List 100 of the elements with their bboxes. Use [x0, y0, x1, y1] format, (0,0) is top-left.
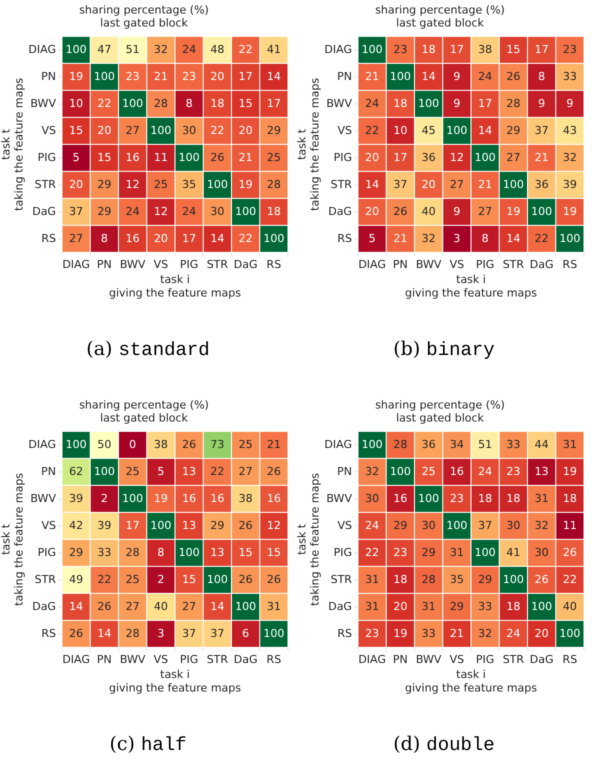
data-label: 12: [126, 178, 140, 191]
x-tick-label: VS: [154, 652, 168, 666]
data-label: 100: [150, 518, 172, 532]
x-tick-label: PN: [96, 258, 112, 271]
data-label: 100: [418, 96, 440, 110]
data-label: 17: [266, 96, 281, 110]
data-label: 14: [478, 124, 492, 137]
data-label: 25: [126, 572, 140, 586]
x-tick-label: STR: [206, 258, 228, 271]
data-label: 43: [562, 124, 577, 137]
data-label: 26: [210, 150, 224, 164]
data-label: 26: [182, 438, 196, 451]
data-label: 29: [97, 178, 112, 191]
data-label: 100: [390, 70, 411, 83]
data-label: 16: [210, 492, 224, 505]
data-label: 37: [210, 626, 224, 640]
x-tick-label: STR: [502, 258, 524, 271]
data-label: 22: [210, 464, 224, 478]
data-label: 12: [154, 204, 168, 218]
data-label: 100: [559, 626, 580, 640]
data-label: 47: [97, 42, 112, 56]
data-label: 32: [154, 42, 168, 56]
y-tick-label: DIAG: [324, 438, 352, 451]
y-tick-label: PIG: [38, 546, 56, 559]
x-axis-title: task i giving the feature maps: [404, 273, 538, 300]
y-tick-label: BWV: [326, 492, 352, 505]
data-label: 15: [506, 42, 520, 56]
x-tick-label: STR: [502, 652, 524, 666]
data-label: 9: [453, 96, 460, 110]
data-label: 41: [266, 42, 281, 56]
data-label: 22: [365, 124, 380, 137]
data-label: 24: [506, 626, 520, 640]
y-tick-label: RS: [337, 626, 352, 640]
data-label: 27: [69, 232, 84, 245]
data-label: 6: [242, 626, 250, 640]
data-label: 28: [154, 96, 168, 110]
data-label: 100: [206, 178, 228, 191]
data-label: 100: [559, 232, 580, 245]
data-label: 16: [126, 150, 140, 164]
data-label: 26: [393, 204, 408, 218]
data-label: 2: [157, 572, 164, 586]
x-axis-title: task i giving the feature maps: [108, 668, 242, 694]
text: (a) standard: [86, 338, 210, 361]
data-label: 14: [365, 178, 380, 191]
data-label: 25: [422, 464, 436, 478]
data-label: 32: [534, 518, 549, 532]
data-label: 16: [393, 492, 408, 505]
data-label: 30: [422, 518, 436, 532]
data-label: 10: [69, 96, 84, 110]
y-tick-label: DIAG: [28, 438, 56, 451]
data-label: 29: [97, 204, 112, 218]
data-label: 100: [235, 600, 256, 613]
data-label: 17: [478, 96, 492, 110]
x-tick-label: RS: [266, 652, 282, 666]
x-tick-label: PN: [96, 652, 112, 666]
data-label: 34: [450, 438, 464, 451]
chart-title: sharing percentage (%): [375, 3, 505, 16]
data-label: 30: [506, 518, 520, 532]
data-label: 26: [238, 572, 253, 586]
data-label: 100: [94, 70, 115, 83]
data-label: 5: [72, 150, 80, 164]
x-tick-label: DaG: [530, 652, 554, 666]
data-label: 22: [97, 96, 112, 110]
x-tick-label: VS: [450, 652, 464, 666]
data-label: 9: [453, 70, 460, 83]
data-label: 8: [538, 70, 546, 83]
data-label: 27: [450, 178, 464, 191]
x-tick-label: VS: [154, 258, 168, 271]
data-label: 18: [266, 204, 281, 218]
data-label: 29: [210, 518, 224, 532]
data-label: 33: [506, 438, 520, 451]
data-label: 27: [478, 204, 492, 218]
data-label: 18: [562, 492, 577, 505]
data-label: 26: [534, 572, 549, 586]
data-label: 29: [393, 518, 408, 532]
data-label: 23: [126, 70, 140, 83]
data-label: 16: [266, 492, 281, 505]
data-label: 14: [210, 600, 224, 613]
y-tick-label: PIG: [38, 150, 56, 164]
data-label: 33: [422, 626, 436, 640]
data-label: 20: [97, 124, 112, 137]
x-tick-label: BWV: [416, 652, 442, 666]
data-label: 20: [365, 204, 380, 218]
data-label: 29: [450, 600, 464, 613]
y-tick-label: PN: [41, 70, 56, 83]
data-label: 36: [534, 178, 549, 191]
data-label: 28: [393, 438, 408, 451]
y-tick-label: PIG: [334, 546, 352, 559]
data-label: 100: [362, 438, 383, 451]
data-label: 21: [365, 70, 380, 83]
data-label: 38: [154, 438, 168, 451]
data-label: 15: [69, 124, 84, 137]
data-label: 100: [263, 626, 284, 640]
data-label: 100: [531, 600, 552, 613]
x-tick-label: DIAG: [62, 652, 90, 666]
data-label: 16: [182, 492, 196, 505]
data-label: 30: [182, 124, 196, 137]
y-tick-label: VS: [337, 124, 352, 137]
data-label: 29: [422, 546, 436, 559]
data-label: 31: [534, 492, 549, 505]
